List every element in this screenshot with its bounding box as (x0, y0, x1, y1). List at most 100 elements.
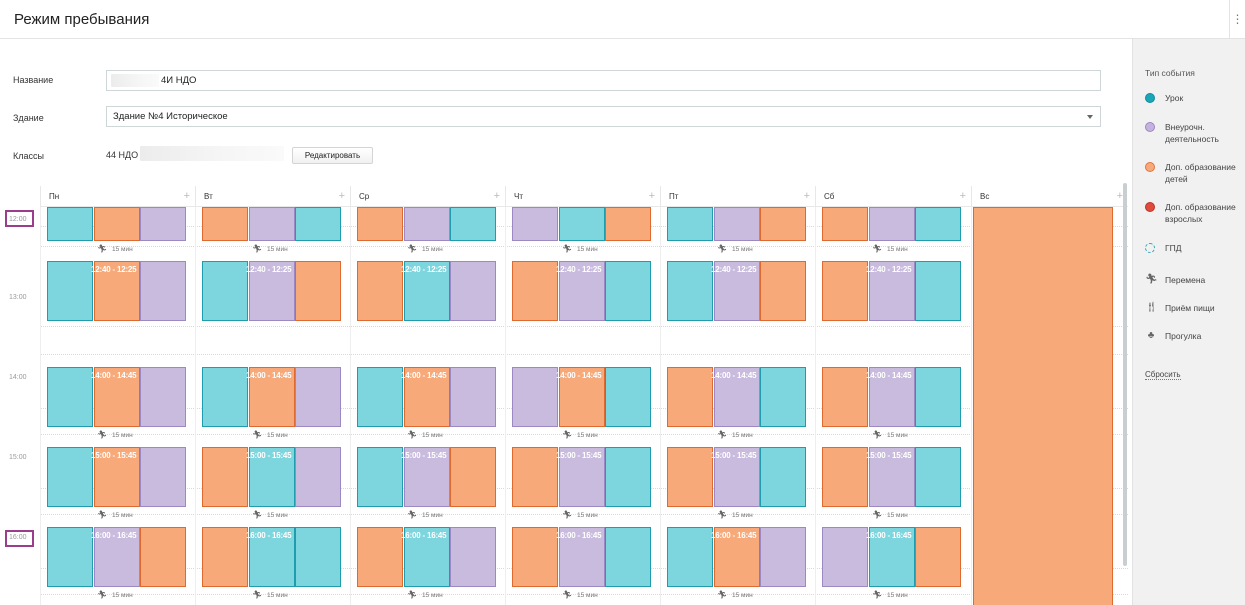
event-block-lesson[interactable] (605, 527, 651, 587)
event-block-extra[interactable] (295, 447, 341, 507)
vertical-scrollbar[interactable] (1123, 183, 1127, 566)
event-block-extra[interactable] (140, 447, 186, 507)
event-block-lesson[interactable] (667, 261, 713, 321)
event-block-lesson[interactable] (357, 447, 403, 507)
event-block-lesson[interactable] (667, 207, 713, 241)
event-block-kids[interactable] (140, 527, 186, 587)
event-block-extra[interactable] (450, 527, 496, 587)
event-block-lesson[interactable] (915, 261, 961, 321)
event-block-lesson[interactable] (915, 447, 961, 507)
event-block-kids[interactable] (667, 447, 713, 507)
legend-item-1[interactable]: Внеурочн. деятельность (1145, 121, 1245, 147)
event-block-extra[interactable] (512, 207, 558, 241)
event-block-kids[interactable] (94, 367, 140, 427)
legend-walk[interactable]: ♣ Прогулка (1145, 330, 1245, 344)
event-block-kids[interactable] (202, 447, 248, 507)
add-event-plus-icon[interactable]: + (959, 190, 966, 202)
event-block-extra[interactable] (869, 367, 915, 427)
event-block-extra[interactable] (714, 367, 760, 427)
event-block-kids[interactable] (295, 261, 341, 321)
legend-item-2[interactable]: Доп. образование детей (1145, 161, 1245, 187)
legend-gpd[interactable]: ГПД (1145, 242, 1245, 256)
event-block-kids[interactable] (512, 447, 558, 507)
event-block-extra[interactable] (404, 447, 450, 507)
event-block-lesson[interactable] (760, 447, 806, 507)
event-block-lesson[interactable] (295, 207, 341, 241)
add-event-plus-icon[interactable]: + (803, 190, 810, 202)
event-block-lesson[interactable] (47, 447, 93, 507)
event-block-extra[interactable] (822, 527, 868, 587)
event-block-lesson[interactable] (47, 207, 93, 241)
event-block-kids[interactable] (822, 367, 868, 427)
event-block-kids[interactable] (202, 207, 248, 241)
event-block-extra[interactable] (404, 207, 450, 241)
event-block-lesson[interactable] (202, 261, 248, 321)
event-block-lesson[interactable] (295, 527, 341, 587)
event-block-lesson[interactable] (667, 527, 713, 587)
event-block-kids[interactable] (714, 527, 760, 587)
event-block-kids[interactable] (202, 527, 248, 587)
event-block-kids[interactable] (822, 261, 868, 321)
event-block-extra[interactable] (249, 207, 295, 241)
event-block-lesson[interactable] (357, 367, 403, 427)
event-block-kids[interactable] (94, 447, 140, 507)
event-block-extra[interactable] (869, 261, 915, 321)
event-block-lesson[interactable] (915, 207, 961, 241)
event-block-kids[interactable] (512, 527, 558, 587)
add-event-plus-icon[interactable]: + (493, 190, 500, 202)
kebab-menu-icon[interactable]: ⋮ (1229, 0, 1245, 39)
event-block-kids[interactable] (760, 207, 806, 241)
event-block-lesson[interactable] (559, 207, 605, 241)
event-block-extra[interactable] (140, 367, 186, 427)
event-block-kids[interactable] (249, 367, 295, 427)
event-block-lesson[interactable] (605, 367, 651, 427)
reset-link[interactable]: Сбросить (1145, 370, 1181, 380)
event-block-extra[interactable] (559, 261, 605, 321)
event-block-lesson[interactable] (249, 447, 295, 507)
event-block-extra[interactable] (869, 207, 915, 241)
add-event-plus-icon[interactable]: + (1116, 190, 1123, 202)
event-block-kids[interactable] (667, 367, 713, 427)
event-block-kids[interactable] (450, 447, 496, 507)
event-block-kids[interactable] (512, 261, 558, 321)
event-block-extra[interactable] (249, 261, 295, 321)
event-block-kids[interactable] (357, 207, 403, 241)
event-block-extra[interactable] (450, 367, 496, 427)
event-block-kids[interactable] (559, 367, 605, 427)
event-block-extra[interactable] (714, 261, 760, 321)
edit-classes-button[interactable]: Редактировать (292, 147, 373, 164)
event-block-extra[interactable] (450, 261, 496, 321)
event-block-extra[interactable] (512, 367, 558, 427)
event-block-extra[interactable] (94, 527, 140, 587)
event-block-lesson[interactable] (450, 207, 496, 241)
event-block-extra[interactable] (140, 207, 186, 241)
legend-item-0[interactable]: Урок (1145, 92, 1245, 118)
event-block-kids[interactable] (94, 207, 140, 241)
event-block-extra[interactable] (714, 447, 760, 507)
event-block-kids[interactable] (760, 261, 806, 321)
event-block-lesson[interactable] (605, 261, 651, 321)
event-block-lesson[interactable] (605, 447, 651, 507)
event-block-lesson[interactable] (47, 367, 93, 427)
event-block-kids[interactable] (915, 527, 961, 587)
event-block-lesson[interactable] (47, 261, 93, 321)
event-block-extra[interactable] (869, 447, 915, 507)
sunday-event-block[interactable] (973, 207, 1113, 605)
event-block-extra[interactable] (559, 527, 605, 587)
event-block-lesson[interactable] (249, 527, 295, 587)
legend-break[interactable]: 🏃︎ Перемена (1145, 274, 1206, 285)
event-block-kids[interactable] (357, 261, 403, 321)
event-block-lesson[interactable] (915, 367, 961, 427)
legend-meal[interactable]: 🍴︎ Приём пищи (1145, 302, 1215, 313)
event-block-kids[interactable] (822, 207, 868, 241)
event-block-extra[interactable] (140, 261, 186, 321)
event-block-lesson[interactable] (47, 527, 93, 587)
name-field[interactable]: 4И НДО (106, 70, 1101, 91)
event-block-kids[interactable] (404, 367, 450, 427)
legend-item-3[interactable]: Доп. образование взрослых (1145, 201, 1245, 227)
add-event-plus-icon[interactable]: + (648, 190, 655, 202)
event-block-lesson[interactable] (404, 527, 450, 587)
building-select[interactable]: Здание №4 Историческое (106, 106, 1101, 127)
event-block-lesson[interactable] (202, 367, 248, 427)
event-block-extra[interactable] (559, 447, 605, 507)
